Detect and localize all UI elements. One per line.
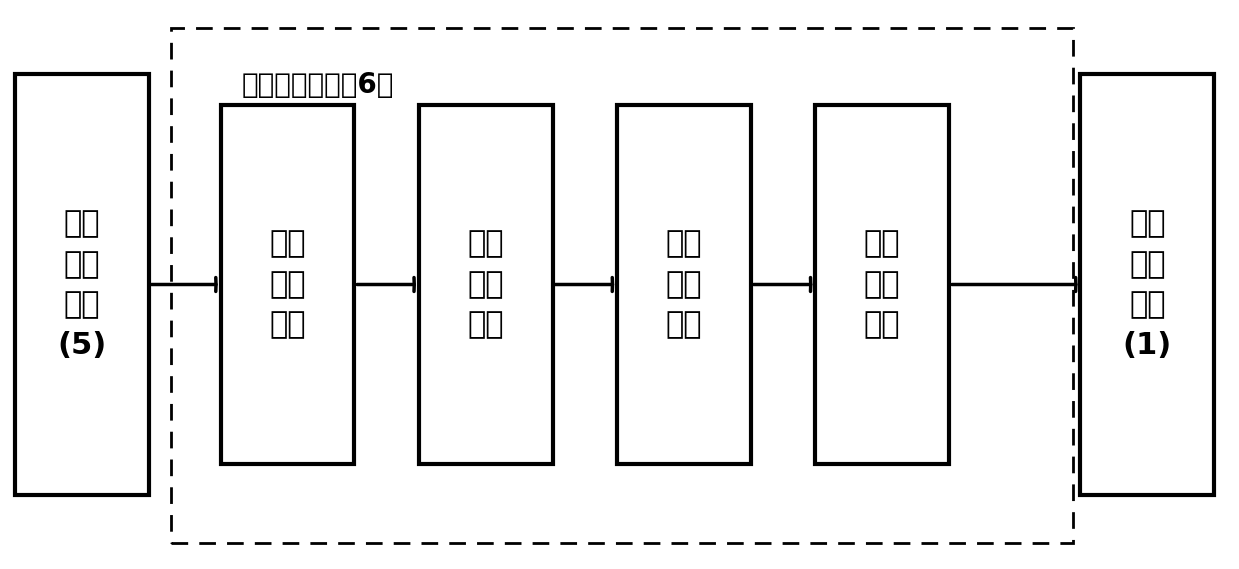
Bar [221,105,354,464]
Bar [815,105,949,464]
Text: 图像处理模块（6）: 图像处理模块（6） [242,71,394,99]
Text: 灰度
变换
单元: 灰度 变换 单元 [864,229,901,340]
Bar [617,105,751,464]
Bar [1080,74,1214,495]
Bar [171,28,1073,543]
Text: 图像
采集
模块
(5): 图像 采集 模块 (5) [57,209,107,360]
Bar [419,105,553,464]
Text: 图像
增强
单元: 图像 增强 单元 [269,229,306,340]
Text: 中央
处理
装置
(1): 中央 处理 装置 (1) [1123,209,1172,360]
Text: 图像
平滑
单元: 图像 平滑 单元 [467,229,504,340]
Bar [15,74,149,495]
Text: 图像
锐化
单元: 图像 锐化 单元 [665,229,703,340]
